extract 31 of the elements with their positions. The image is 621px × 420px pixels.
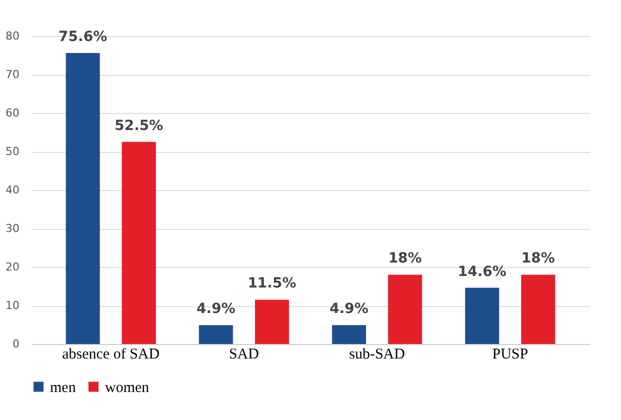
data-label: 18%: [521, 250, 555, 267]
y-tick-label: 30: [6, 222, 20, 235]
bar: [465, 288, 500, 344]
legend-label: women: [105, 380, 150, 396]
data-label: 4.9%: [330, 301, 368, 318]
data-label: 18%: [388, 250, 422, 267]
data-label: 75.6%: [58, 28, 108, 45]
y-tick-label: 80: [6, 30, 20, 42]
y-tick-label: 50: [6, 145, 20, 158]
y-tick-label: 60: [6, 106, 20, 120]
x-tick-label: SAD: [228, 346, 260, 362]
bar: [388, 274, 422, 344]
x-tick-label: sub-SAD: [349, 346, 406, 362]
data-label: 52.5%: [114, 118, 164, 134]
bar: [198, 325, 233, 344]
data-label: 14.6%: [458, 264, 506, 280]
bar: [332, 325, 366, 344]
y-tick-label: 20: [6, 260, 20, 274]
legend-label: men: [50, 380, 76, 396]
y-tick-label: 40: [6, 184, 20, 196]
bar: [521, 274, 556, 344]
x-tick-label: absence of SAD: [62, 346, 160, 362]
bar: [122, 142, 156, 344]
y-tick-label: 70: [6, 68, 20, 81]
bar: [254, 300, 289, 344]
y-tick-label: 10: [6, 299, 20, 312]
y-tick-label: 0: [12, 338, 20, 350]
data-label: 4.9%: [196, 301, 236, 318]
bar: [66, 52, 100, 344]
data-label: 11.5%: [248, 276, 296, 292]
x-tick-label: PUSP: [492, 346, 528, 362]
